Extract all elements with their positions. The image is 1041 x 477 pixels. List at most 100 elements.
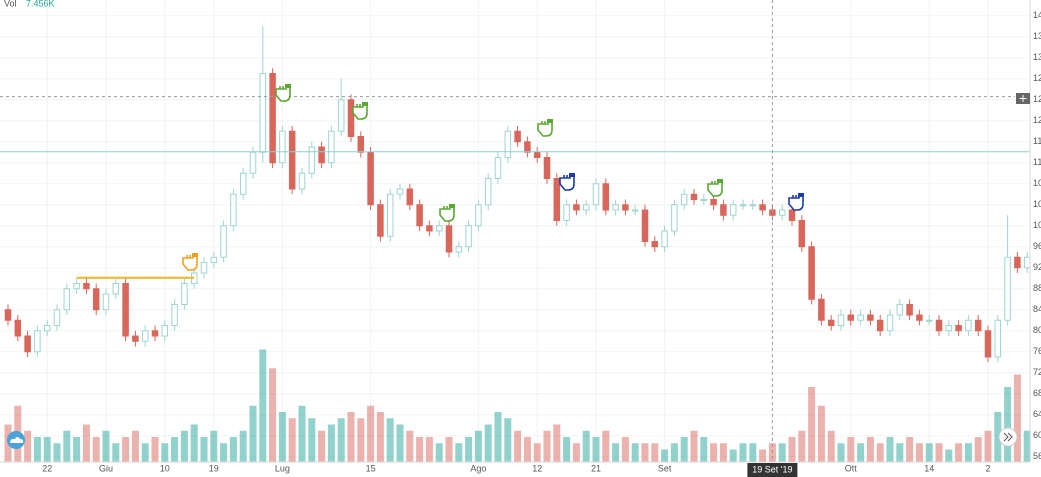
candle-body bbox=[435, 225, 443, 232]
y-tick-label: 100 bbox=[1033, 220, 1041, 230]
candle-body bbox=[83, 283, 90, 290]
y-tick-label: 68 bbox=[1033, 388, 1041, 398]
candle-body bbox=[161, 325, 169, 337]
y-tick-label: 80 bbox=[1033, 325, 1041, 335]
scroll-button[interactable] bbox=[998, 427, 1018, 447]
y-tick-label: 128 bbox=[1033, 73, 1041, 83]
volume-label: Vol bbox=[4, 0, 17, 8]
volume-bar bbox=[416, 437, 424, 462]
volume-bar bbox=[1023, 430, 1031, 462]
candle-body bbox=[837, 314, 845, 326]
volume-bar bbox=[376, 412, 384, 462]
candle-body bbox=[308, 146, 316, 174]
candle-body bbox=[906, 304, 913, 316]
volume-bar bbox=[719, 443, 727, 462]
candle-body bbox=[269, 73, 276, 164]
volume-bar bbox=[131, 430, 139, 462]
candle-body bbox=[808, 246, 815, 300]
volume-bar bbox=[984, 430, 992, 462]
volume-bar bbox=[494, 412, 502, 462]
candle-body bbox=[612, 204, 619, 211]
candle-body bbox=[896, 304, 904, 316]
candle-body bbox=[132, 335, 139, 342]
y-tick-label: 136 bbox=[1033, 31, 1041, 41]
y-tick-label: 116 bbox=[1033, 136, 1041, 146]
y-tick-label: 76 bbox=[1033, 346, 1041, 356]
candle-body bbox=[386, 193, 394, 237]
candle-body bbox=[759, 204, 766, 211]
y-tick-label: 120 bbox=[1033, 115, 1041, 125]
volume-bar bbox=[572, 443, 580, 462]
volume-bar bbox=[92, 437, 100, 462]
volume-bar bbox=[425, 437, 433, 462]
hand-shape bbox=[182, 253, 198, 271]
candle-body bbox=[729, 204, 737, 216]
hand-cuff bbox=[449, 204, 455, 208]
hand-icon-green bbox=[537, 119, 553, 137]
volume-bar bbox=[1013, 374, 1021, 462]
volume-bar bbox=[641, 443, 649, 462]
volume-bar bbox=[269, 368, 277, 462]
candle-body bbox=[867, 314, 874, 321]
y-tick-label: 56 bbox=[1033, 451, 1041, 461]
volume-bar bbox=[670, 443, 678, 462]
x-tick-label: 22 bbox=[42, 463, 52, 473]
candle-body bbox=[671, 204, 678, 232]
y-tick-label: 96 bbox=[1033, 241, 1041, 251]
volume-bar bbox=[73, 437, 81, 462]
candle-body bbox=[1014, 256, 1021, 269]
candle-body bbox=[151, 330, 159, 337]
hand-icon-green bbox=[275, 84, 291, 102]
volume-bar bbox=[876, 443, 884, 462]
candle-body bbox=[827, 319, 835, 326]
volume-bar bbox=[249, 405, 257, 462]
candle-body bbox=[210, 256, 218, 263]
volume-bar bbox=[347, 412, 355, 462]
x-tick-label: Ott bbox=[845, 463, 858, 473]
x-tick-label: Lug bbox=[275, 463, 290, 473]
volume-bar bbox=[759, 449, 767, 462]
y-tick-label: 72 bbox=[1033, 367, 1041, 377]
candle-body bbox=[886, 314, 894, 332]
x-tick-label: 21 bbox=[591, 463, 601, 473]
volume-bar bbox=[974, 437, 982, 462]
volume-bar bbox=[239, 430, 247, 462]
volume-bar bbox=[915, 443, 923, 462]
candle-body bbox=[592, 183, 600, 206]
candle-body bbox=[504, 130, 512, 158]
candle-body bbox=[465, 225, 472, 248]
volume-layer bbox=[4, 349, 1031, 462]
volume-bar bbox=[553, 424, 561, 462]
candle-body bbox=[925, 319, 933, 322]
x-tick-label: 15 bbox=[366, 463, 376, 473]
volume-bar bbox=[24, 430, 32, 462]
candle-body bbox=[798, 220, 806, 248]
hand-icon-green bbox=[439, 204, 455, 222]
volume-bar bbox=[788, 437, 796, 462]
volume-bar bbox=[808, 387, 816, 462]
candle-body bbox=[318, 146, 325, 164]
x-tick-label: 14 bbox=[924, 463, 934, 473]
hand-cuff bbox=[192, 253, 198, 257]
volume-bar bbox=[82, 424, 90, 462]
candle-body bbox=[357, 136, 365, 153]
candle-body bbox=[788, 209, 796, 221]
volume-bar bbox=[739, 443, 747, 462]
candle-body bbox=[4, 309, 12, 321]
candle-body bbox=[1023, 256, 1031, 269]
crosshair-button[interactable] bbox=[1016, 93, 1030, 104]
candle-body bbox=[916, 314, 923, 321]
volume-bar bbox=[53, 443, 61, 462]
hand-icon-blue bbox=[788, 193, 804, 211]
candle-body bbox=[582, 204, 590, 211]
volume-bar bbox=[367, 405, 375, 462]
candle-body bbox=[396, 188, 404, 195]
volume-bar bbox=[896, 443, 904, 462]
crosshair-label: 19 Set '19 bbox=[752, 464, 792, 474]
volume-bar bbox=[886, 437, 894, 462]
volume-bar bbox=[798, 430, 806, 462]
volume-bar bbox=[455, 443, 463, 462]
candle-body bbox=[239, 172, 247, 195]
